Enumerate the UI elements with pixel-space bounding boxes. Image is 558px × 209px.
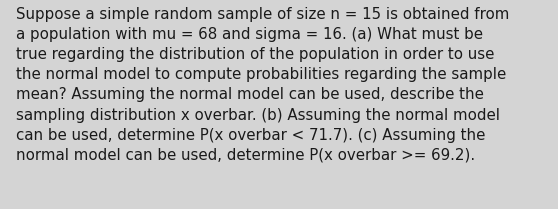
Text: Suppose a simple random sample of size n = 15 is obtained from
a population with: Suppose a simple random sample of size n… xyxy=(16,7,509,163)
